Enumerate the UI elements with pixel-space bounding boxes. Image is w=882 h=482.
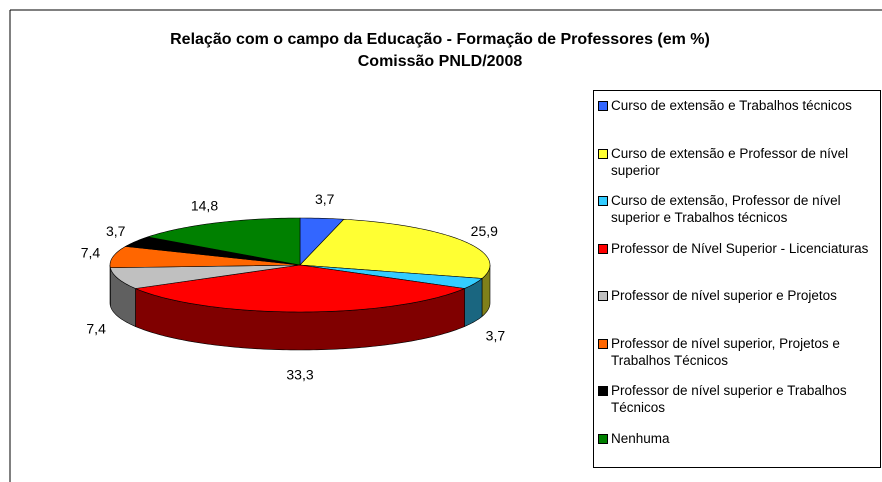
legend-swatch bbox=[598, 433, 608, 444]
legend-entry: Curso de extensão, Professor de nível su… bbox=[598, 192, 876, 240]
pie-slice bbox=[109, 246, 301, 269]
legend: Curso de extensão e Trabalhos técnicos Cu… bbox=[593, 90, 881, 468]
legend-label: Professor de Nível Superior - Licenciatu… bbox=[611, 240, 869, 256]
legend-label: Professor de nível superior, Projetos e … bbox=[611, 335, 840, 368]
data-label: 7,4 bbox=[86, 320, 106, 336]
data-label: 3,7 bbox=[106, 223, 126, 239]
legend-swatch bbox=[598, 291, 608, 301]
data-label: 14,8 bbox=[191, 198, 218, 214]
legend-swatch bbox=[598, 338, 608, 349]
legend-label: Curso de extensão e Trabalhos técnicos bbox=[611, 98, 852, 113]
legend-label: Professor de nível superior e Projetos bbox=[611, 288, 837, 303]
legend-entry: Professor de nível superior, Projetos e … bbox=[598, 335, 876, 383]
legend-swatch bbox=[598, 386, 608, 396]
legend-label: Curso de extensão, Professor de nível su… bbox=[611, 193, 841, 225]
data-label: 25,9 bbox=[471, 223, 498, 239]
data-label: 33,3 bbox=[286, 367, 313, 383]
legend-swatch bbox=[598, 243, 608, 254]
legend-entry: Professor de nível superior e Projetos bbox=[598, 287, 876, 335]
legend-swatch bbox=[598, 101, 608, 111]
chart-subtitle: Comissão PNLD/2008 bbox=[358, 53, 523, 70]
pie-slice bbox=[147, 217, 301, 266]
legend-swatch bbox=[598, 196, 608, 206]
legend-swatch bbox=[598, 148, 608, 159]
pie-slice bbox=[299, 264, 483, 289]
data-label: 3,7 bbox=[486, 327, 506, 343]
legend-entry: Professor de nível superior e Trabalhos … bbox=[598, 382, 876, 430]
pie-slice bbox=[109, 264, 301, 289]
legend-label: Professor de nível superior e Trabalhos … bbox=[611, 383, 847, 415]
legend-entry: Curso de extensão e Professor de nível s… bbox=[598, 145, 876, 193]
legend-label: Nenhuma bbox=[611, 430, 670, 446]
chart-title: Relação com o campo da Educação - Formaç… bbox=[170, 31, 710, 48]
pie-slice bbox=[134, 264, 466, 313]
legend-entry: Professor de Nível Superior - Licenciatu… bbox=[598, 240, 876, 288]
legend-entry: Curso de extensão e Trabalhos técnicos bbox=[598, 97, 876, 145]
data-label: 7,4 bbox=[81, 244, 101, 260]
pie-slice bbox=[124, 236, 301, 266]
pie-slice bbox=[299, 218, 491, 279]
legend-label: Curso de extensão e Professor de nível s… bbox=[611, 145, 849, 178]
data-label: 3,7 bbox=[315, 191, 335, 207]
legend-entry: Nenhuma bbox=[598, 430, 876, 478]
